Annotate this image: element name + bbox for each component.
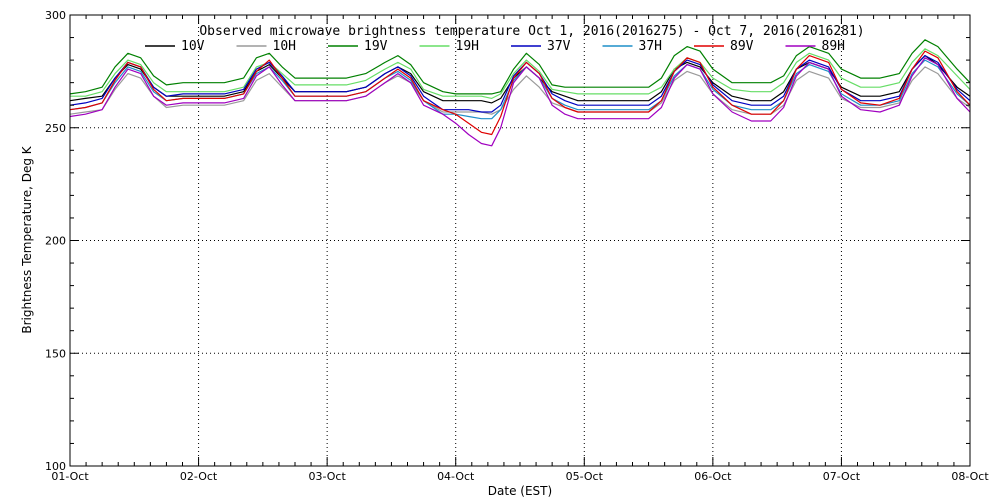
legend-label-10v: 10V: [181, 39, 205, 54]
legend-label-89h: 89H: [822, 39, 845, 54]
y-tick-label: 150: [45, 347, 66, 360]
y-tick-label: 200: [45, 235, 66, 248]
x-tick-label: 03-Oct: [308, 470, 346, 483]
x-tick-label: 04-Oct: [437, 470, 475, 483]
series-line-89h: [69, 57, 971, 147]
x-tick-label: 02-Oct: [180, 470, 218, 483]
x-ticks: 01-Oct 02-Oct 03-Oct 04-Oct 05-Oct 06-Oct 07-O…: [51, 15, 989, 483]
legend-label-10h: 10H: [273, 39, 296, 54]
series-line-10h: [69, 66, 971, 115]
legend-label-19h: 19H: [456, 39, 479, 54]
legend-label-37h: 37H: [639, 39, 662, 54]
y-tick-label: 250: [45, 122, 66, 135]
y-tick-label: 300: [45, 9, 66, 22]
y-axis-title: Brightness Temperature, Deg K: [20, 145, 34, 333]
legend-label-19v: 19V: [364, 39, 388, 54]
x-tick-label: 01-Oct: [51, 470, 89, 483]
legend-label-37v: 37V: [547, 39, 571, 54]
x-axis-title: Date (EST): [488, 484, 552, 498]
y-ticks: 100 150 200 250 300: [45, 9, 970, 473]
x-tick-label: 06-Oct: [694, 470, 732, 483]
chart-title: Observed microwave brightness temperatur…: [199, 24, 864, 39]
x-tick-label: 08-Oct: [951, 470, 989, 483]
series-layer: [69, 39, 971, 147]
legend: 10V 10H 19V 19H 37V 37H 89V 89H: [145, 39, 845, 54]
legend-label-89v: 89V: [730, 39, 754, 54]
x-tick-label: 07-Oct: [823, 470, 861, 483]
y-tick-label: 100: [45, 460, 66, 473]
series-line-89v: [69, 50, 971, 136]
series-line-19h: [70, 48, 971, 100]
x-tick-label: 05-Oct: [566, 470, 604, 483]
series-line-37v: [69, 54, 971, 113]
